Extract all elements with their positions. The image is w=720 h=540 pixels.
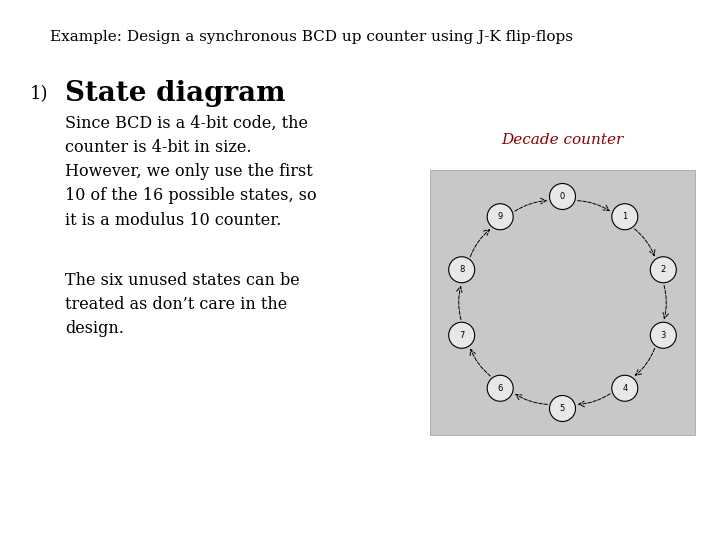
Text: 9: 9 <box>498 212 503 221</box>
Circle shape <box>612 375 638 401</box>
Text: 4: 4 <box>622 384 627 393</box>
Text: 1: 1 <box>622 212 627 221</box>
Circle shape <box>487 375 513 401</box>
Text: 5: 5 <box>560 404 565 413</box>
Text: 6: 6 <box>498 384 503 393</box>
Circle shape <box>612 204 638 230</box>
Bar <box>430 170 695 435</box>
Text: 1): 1) <box>30 85 48 103</box>
Circle shape <box>487 204 513 230</box>
Text: The six unused states can be
treated as don’t care in the
design.: The six unused states can be treated as … <box>65 272 300 338</box>
Text: State diagram: State diagram <box>65 80 286 107</box>
Text: 7: 7 <box>459 331 464 340</box>
Circle shape <box>549 395 575 422</box>
Circle shape <box>549 184 575 210</box>
Text: 2: 2 <box>661 265 666 274</box>
Text: Decade counter: Decade counter <box>501 133 624 147</box>
Circle shape <box>650 322 676 348</box>
Text: 0: 0 <box>560 192 565 201</box>
Text: 3: 3 <box>661 331 666 340</box>
Text: Example: Design a synchronous BCD up counter using J-K flip-flops: Example: Design a synchronous BCD up cou… <box>50 30 573 44</box>
Text: Since BCD is a 4-bit code, the
counter is 4-bit in size.
However, we only use th: Since BCD is a 4-bit code, the counter i… <box>65 115 317 228</box>
Circle shape <box>650 256 676 283</box>
Circle shape <box>449 256 474 283</box>
Text: 8: 8 <box>459 265 464 274</box>
Circle shape <box>449 322 474 348</box>
